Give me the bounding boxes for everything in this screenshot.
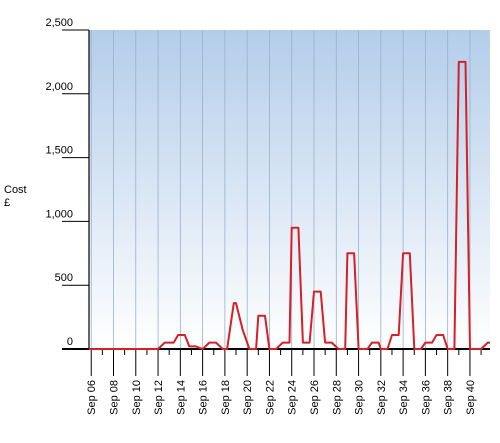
x-tick-label: Sep 14 xyxy=(175,380,187,415)
x-tick-label: Sep 16 xyxy=(198,380,210,415)
x-tick-label: Sep 20 xyxy=(242,380,254,415)
series-group xyxy=(89,60,490,350)
x-tick-label: Sep 32 xyxy=(376,380,388,415)
x-tick-label: Sep 10 xyxy=(131,380,143,415)
x-tick-label: Sep 30 xyxy=(354,380,366,415)
y-tick-label: 1,500 xyxy=(45,145,73,157)
x-tick-label: Sep 34 xyxy=(398,380,410,415)
x-tick-label: Sep 06 xyxy=(86,380,98,415)
x-tick-label: Sep 12 xyxy=(153,380,165,415)
y-tick-labels: 0 500 1,000 1,500 2,000 2,500 xyxy=(45,17,73,348)
x-tick-label: Sep 22 xyxy=(264,380,276,415)
x-tick-label: Sep 40 xyxy=(465,380,477,415)
x-tick-label: Sep 18 xyxy=(220,380,232,415)
y-tick-label: 2,500 xyxy=(45,17,73,29)
x-tick-label: Sep 38 xyxy=(443,380,455,415)
y-tick-label: 1,000 xyxy=(45,208,73,220)
series-line xyxy=(89,60,490,350)
x-tick-label: Sep 36 xyxy=(420,380,432,415)
x-tick-label: Sep 08 xyxy=(109,380,121,415)
y-axis-label-line2: £ xyxy=(4,197,11,209)
x-tick-labels: Sep 06 Sep 08 Sep 10 Sep 12 Sep 14 Sep 16 Sep … xyxy=(86,380,477,415)
y-tick-label: 0 xyxy=(67,336,73,348)
y-tick-label: 2,000 xyxy=(45,81,73,93)
y-axis-label: Cost £ xyxy=(4,184,27,210)
x-tick-label: Sep 26 xyxy=(309,380,321,415)
y-tick-label: 500 xyxy=(55,272,73,284)
x-tick-label: Sep 24 xyxy=(287,380,299,415)
y-axis-label-line1: Cost xyxy=(4,184,27,196)
x-tick-label: Sep 28 xyxy=(331,380,343,415)
